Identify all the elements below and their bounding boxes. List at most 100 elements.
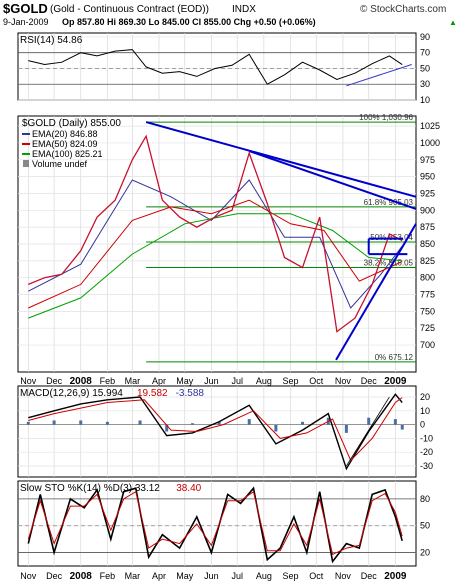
x-tick-label: Nov: [20, 571, 37, 581]
fibonacci-label: 38.2% 815.05: [364, 259, 414, 268]
macd-histogram-bar: [301, 421, 305, 425]
x-tick-label: May: [176, 376, 194, 386]
rsi-line: [28, 49, 403, 85]
x-tick-label: May: [176, 571, 194, 581]
y-tick-label: 975: [420, 155, 435, 165]
macd-legend: MACD(12,26,9) 15.994: [20, 388, 123, 399]
trendline: [248, 150, 417, 210]
fibonacci-label: 0% 675.12: [375, 353, 414, 362]
x-tick-label: Nov: [335, 571, 352, 581]
fibonacci-label: 100% 1,030.96: [359, 113, 413, 122]
volume-swatch: [23, 160, 29, 167]
y-tick-label: 0: [420, 420, 425, 430]
macd-trendline: [346, 396, 390, 467]
ema-line-1: [28, 179, 403, 309]
macd-histogram-bar: [344, 424, 348, 433]
macd-histogram-bar: [138, 420, 142, 425]
macd-histogram-bar: [393, 419, 397, 425]
macd-histogram-bar: [274, 424, 278, 432]
price-line: [28, 134, 403, 333]
y-tick-label: 30: [420, 79, 430, 89]
legend-entry: EMA(100) 825.21: [32, 149, 103, 159]
x-tick-label: Sep: [282, 376, 298, 386]
y-tick-label: 20: [420, 548, 430, 558]
y-tick-label: 825: [420, 256, 435, 266]
y-tick-label: 925: [420, 188, 435, 198]
macd-legend: 19.582: [137, 388, 168, 399]
macd-histogram-bar: [191, 423, 195, 425]
x-tick-label: Aug: [256, 571, 272, 581]
y-tick-label: 90: [420, 32, 430, 42]
macd-histogram-bar: [367, 417, 371, 425]
ema-line-2: [28, 199, 403, 309]
x-tick-label: Apr: [152, 376, 166, 386]
rsi-legend: RSI(14) 54.86: [20, 35, 83, 46]
y-tick-label: 900: [420, 205, 435, 215]
chart-description: (Gold - Continuous Contract (EOD)): [50, 4, 209, 15]
y-tick-label: 70: [420, 48, 430, 58]
macd-histogram-bar: [217, 421, 221, 425]
stochastic-k-line: [27, 486, 403, 564]
y-tick-label: 1025: [420, 121, 440, 131]
panel-frame-rsi: [17, 32, 417, 101]
trendline: [335, 223, 417, 361]
rsi-trendline: [346, 64, 412, 87]
x-tick-label: Feb: [100, 571, 116, 581]
macd-histogram-bar: [79, 420, 83, 425]
x-tick-label: Sep: [282, 571, 298, 581]
y-tick-label: 800: [420, 273, 435, 283]
chart-date: 9-Jan-2009: [3, 17, 49, 27]
legend-entry: EMA(20) 846.88: [32, 129, 98, 139]
x-tick-label: Mar: [125, 571, 141, 581]
macd-histogram-bar: [247, 419, 251, 425]
x-tick-label: Jun: [204, 571, 219, 581]
y-tick-label: -20: [420, 447, 433, 457]
macd-histogram-bar: [52, 420, 56, 425]
y-tick-label: 875: [420, 222, 435, 232]
macd-legend: -3.588: [176, 388, 205, 399]
x-tick-label: 2009: [384, 571, 407, 582]
chart-symbol: $GOLD: [3, 1, 48, 16]
y-tick-label: -10: [420, 433, 433, 443]
fibonacci-label: 50% 853.04: [370, 233, 413, 242]
x-tick-label: Mar: [125, 376, 141, 386]
x-tick-label: Oct: [309, 376, 324, 386]
fibonacci-label: 61.8% 905.03: [364, 198, 414, 207]
price-title: $GOLD (Daily) 855.00: [22, 118, 121, 129]
x-tick-label: Jul: [231, 571, 243, 581]
y-tick-label: 50: [420, 63, 430, 73]
stochastic-legend: Slow STO %K(14) %D(3) 33.12: [20, 483, 160, 494]
y-tick-label: 20: [420, 392, 430, 402]
x-tick-label: Aug: [256, 376, 272, 386]
x-tick-label: Oct: [309, 571, 324, 581]
y-tick-label: 1000: [420, 138, 440, 148]
quote-arrow-icon: ▲: [449, 18, 457, 27]
ema-line-3: [28, 213, 403, 319]
y-tick-label: 10: [420, 95, 430, 105]
panel-frame-macd: [17, 385, 417, 478]
legend-entry: EMA(50) 824.09: [32, 139, 98, 149]
quote-line: Op 857.80 Hi 869.30 Lo 845.00 Cl 855.00 …: [62, 17, 316, 27]
x-tick-label: 2008: [70, 376, 93, 387]
x-tick-label: Dec: [46, 376, 63, 386]
x-tick-label: 2009: [384, 376, 407, 387]
macd-signal-line: [28, 397, 403, 462]
y-tick-label: 50: [420, 521, 430, 531]
x-tick-label: Dec: [361, 376, 378, 386]
y-tick-label: 80: [420, 494, 430, 504]
macd-histogram-bar: [400, 424, 404, 430]
chart-exchange: INDX: [232, 4, 256, 15]
x-tick-label: Jun: [204, 376, 219, 386]
x-tick-label: Jul: [231, 376, 243, 386]
macd-line: [28, 393, 403, 471]
stochastic-legend: 38.40: [176, 483, 201, 494]
x-tick-label: 2008: [70, 571, 93, 582]
x-tick-label: Dec: [361, 571, 378, 581]
x-tick-label: Apr: [152, 571, 166, 581]
y-tick-label: 775: [420, 290, 435, 300]
macd-histogram-bar: [26, 421, 30, 425]
macd-histogram-bar: [165, 424, 169, 432]
volume-label: Volume undef: [32, 159, 88, 169]
stochastic-d-line: [27, 490, 403, 556]
